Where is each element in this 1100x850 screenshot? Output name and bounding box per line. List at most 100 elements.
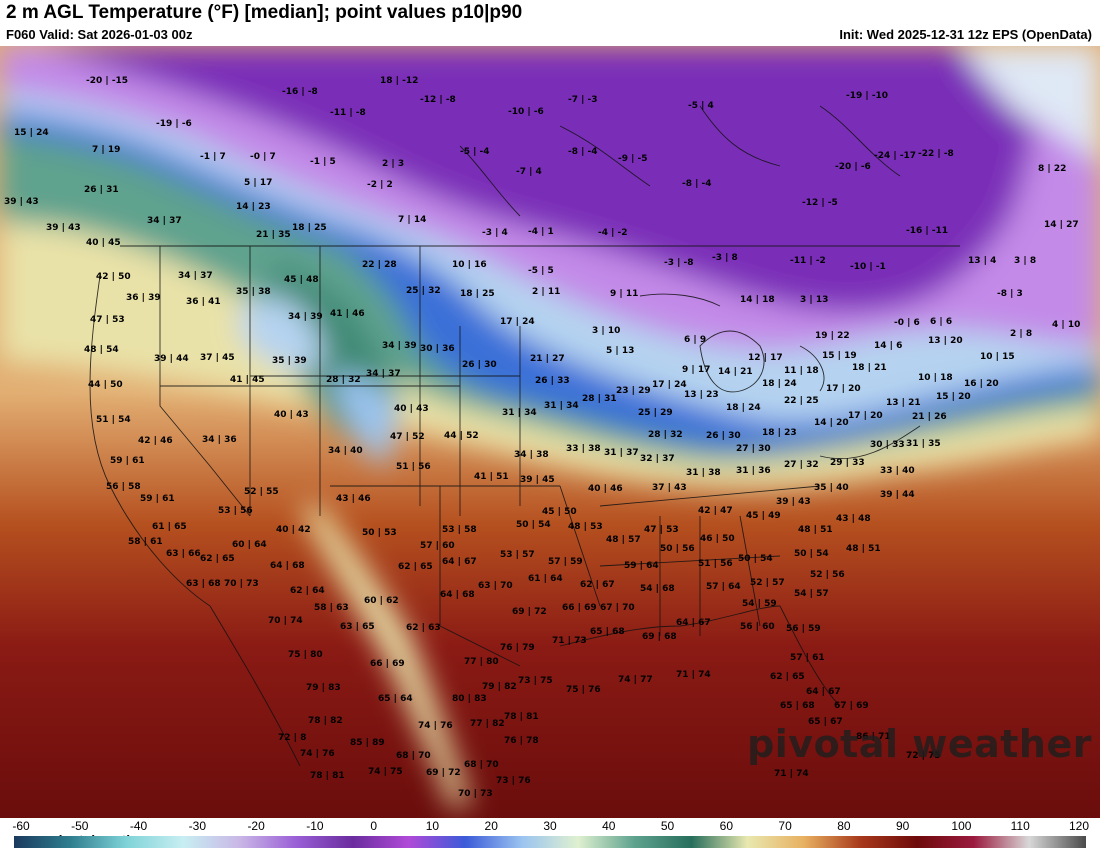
point-value: 7 | 14 (398, 215, 427, 225)
point-value: 3 | 8 (1014, 256, 1037, 266)
point-value: 63 | 66 (166, 549, 201, 559)
point-value: 61 | 64 (528, 574, 563, 584)
point-value: 16 | 20 (964, 379, 999, 389)
point-value: 42 | 47 (698, 506, 733, 516)
point-value: -4 | 1 (528, 227, 554, 237)
point-value: 66 | 69 (370, 659, 405, 669)
point-value: 63 | 68 (186, 579, 221, 589)
point-value: 18 | 24 (726, 403, 761, 413)
point-value: 13 | 23 (684, 390, 719, 400)
point-value: -20 | -15 (86, 76, 129, 86)
point-value: 31 | 34 (544, 401, 579, 411)
point-value: 40 | 45 (86, 238, 121, 248)
point-value: 17 | 24 (652, 380, 687, 390)
point-value: 40 | 46 (588, 484, 623, 494)
point-value: 70 | 73 (458, 789, 493, 799)
point-value: 53 | 58 (442, 525, 477, 535)
point-value: 73 | 75 (518, 676, 553, 686)
point-value: 27 | 30 (736, 444, 771, 454)
point-value: 25 | 32 (406, 286, 441, 296)
point-value: 54 | 59 (742, 599, 777, 609)
point-value: 41 | 51 (474, 472, 509, 482)
point-value: 65 | 64 (378, 694, 413, 704)
point-value: 62 | 65 (770, 672, 805, 682)
colorbar-tick-label: 10 (425, 819, 440, 833)
point-value: 76 | 78 (504, 736, 539, 746)
point-value: 47 | 53 (90, 315, 125, 325)
point-value: 14 | 20 (814, 418, 849, 428)
point-value: 10 | 18 (918, 373, 953, 383)
boundary-lines (89, 105, 960, 767)
point-value: 62 | 63 (406, 623, 441, 633)
point-value: 26 | 30 (706, 431, 741, 441)
point-value: 68 | 70 (396, 751, 431, 761)
colorbar-tick-label: -40 (129, 819, 148, 833)
point-value: 14 | 27 (1044, 220, 1079, 230)
point-value: 14 | 6 (874, 341, 903, 351)
point-value: 57 | 60 (420, 541, 455, 551)
point-value: 45 | 49 (746, 511, 781, 521)
point-value: 28 | 32 (648, 430, 683, 440)
point-value: 8 | 22 (1038, 164, 1067, 174)
point-value: 48 | 54 (84, 345, 119, 355)
point-value: 75 | 76 (566, 685, 601, 695)
point-value: 45 | 50 (542, 507, 577, 517)
point-value: 2 | 3 (382, 159, 405, 169)
point-value: 73 | 76 (496, 776, 531, 786)
point-value: 28 | 32 (326, 375, 361, 385)
point-value: 48 | 53 (568, 522, 603, 532)
point-value: 18 | 24 (762, 379, 797, 389)
point-value: 33 | 40 (880, 466, 915, 476)
point-value: 29 | 33 (830, 458, 865, 468)
point-value: 26 | 30 (462, 360, 497, 370)
point-value: 57 | 64 (706, 582, 741, 592)
point-value: 26 | 31 (84, 185, 119, 195)
colorbar-tick-label: 70 (778, 819, 792, 833)
point-value: 21 | 27 (530, 354, 565, 364)
point-value: 59 | 64 (624, 561, 659, 571)
point-value: 63 | 65 (340, 622, 375, 632)
point-value: 10 | 16 (452, 260, 487, 270)
point-value: 64 | 67 (676, 618, 711, 628)
point-value: 18 | -12 (380, 76, 419, 86)
point-value: 41 | 45 (230, 375, 265, 385)
point-value: -1 | 7 (200, 152, 226, 162)
point-value: 13 | 21 (886, 398, 921, 408)
point-value: 14 | 23 (236, 202, 271, 212)
colorbar-tick-label: 80 (837, 819, 851, 833)
point-value: 50 | 56 (660, 544, 695, 554)
point-value: 54 | 57 (794, 589, 829, 599)
point-value: 34 | 38 (514, 450, 549, 460)
point-value: 78 | 81 (504, 712, 539, 722)
colorbar-tick-label: 0 (370, 819, 377, 833)
point-value: 35 | 39 (272, 356, 307, 366)
temperature-map[interactable]: -20 | -15 -16 | -8 18 | -12 -12 | -8 -11 | -… (0, 46, 1100, 818)
point-value: 79 | 82 (482, 682, 517, 692)
point-value: -8 | -4 (568, 147, 598, 157)
point-value: 71 | 73 (552, 636, 587, 646)
point-value: 61 | 65 (152, 522, 187, 532)
point-value: 72 | 75 (906, 751, 941, 761)
point-value: 63 | 70 (478, 581, 513, 591)
point-value: 42 | 46 (138, 436, 173, 446)
point-value: -8 | -4 (682, 179, 712, 189)
point-value: -19 | -10 (846, 91, 889, 101)
point-value: 34 | 40 (328, 446, 363, 456)
point-value: 65 | 67 (808, 717, 843, 727)
point-value: 58 | 63 (314, 603, 349, 613)
point-value: 69 | 68 (642, 632, 677, 642)
point-value: 22 | 28 (362, 260, 397, 270)
point-value: 17 | 20 (848, 411, 883, 421)
point-value: -8 | 3 (997, 289, 1023, 299)
point-value: 9 | 11 (610, 289, 639, 299)
point-value: 36 | 41 (186, 297, 221, 307)
point-value: 31 | 36 (736, 466, 771, 476)
point-value: 74 | 76 (418, 721, 453, 731)
point-value: 45 | 48 (284, 275, 319, 285)
point-value: -7 | 4 (516, 167, 542, 177)
point-value: 40 | 42 (276, 525, 311, 535)
point-value: 43 | 48 (836, 514, 871, 524)
point-value: 39 | 43 (776, 497, 811, 507)
point-value: -7 | -3 (568, 95, 598, 105)
point-value: 21 | 35 (256, 230, 291, 240)
